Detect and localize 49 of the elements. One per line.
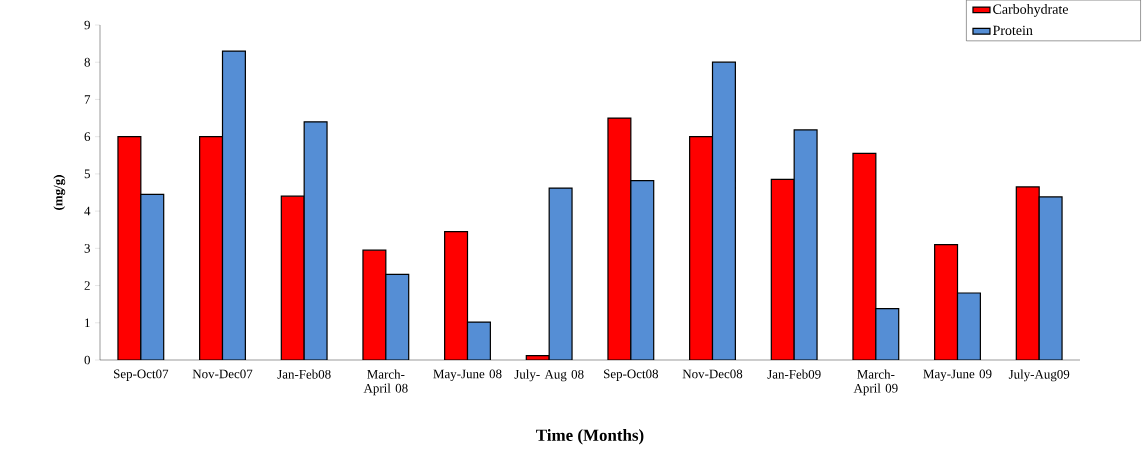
bar [303,121,328,360]
bar [385,273,410,360]
y-tick-label: 1 [85,318,90,328]
bar [689,136,714,360]
bar [117,136,142,360]
bar [221,50,246,360]
x-tick-label: Jan-Feb09 [767,369,821,379]
y-tick-label: 4 [84,206,91,216]
y-tick-label: 5 [84,169,90,179]
bar [630,179,655,360]
bar [280,195,305,360]
x-axis-title: Time (Months) [536,429,644,445]
bar [140,193,165,360]
bar [934,244,959,360]
bar [607,117,632,360]
x-tick-label: May-June 08 [433,369,502,381]
legend-label: Carbohydrate [993,4,1068,17]
y-tick-label: 3 [84,243,90,253]
bar [770,178,795,360]
x-tick-label: Jan-Feb08 [277,369,331,379]
bar [711,61,736,360]
x-tick-label: Sep-Oct07 [114,369,169,381]
bar [875,308,900,360]
legend-label: Protein [992,25,1033,36]
bar [199,136,224,360]
bar [1038,196,1063,360]
y-tick-label: 6 [84,132,91,142]
y-tick-label: 0 [84,355,90,365]
bar [1015,186,1040,360]
bar [956,292,981,360]
x-tick-label: July- Aug 08 [514,369,584,382]
y-tick-label: 9 [84,20,90,30]
y-axis-title: (mg/g) [53,175,66,210]
bar [362,249,387,360]
x-tick-label: Nov-Dec08 [682,369,743,379]
bar [548,187,573,360]
x-tick-label: March-April 08 [363,369,408,396]
x-tick-label: Nov-Dec07 [192,369,253,379]
x-tick-label: July-Aug09 [1008,369,1070,382]
x-tick-label: Sep-Oct08 [604,369,659,381]
x-tick-label: May-June 09 [923,369,992,381]
bar [466,321,491,360]
y-tick-label: 2 [84,281,90,290]
y-tick-label: 7 [84,95,91,104]
y-tick-label: 8 [84,57,90,67]
bar [793,129,818,360]
bar [444,230,469,360]
bar [852,152,877,360]
x-tick-label: March-April 09 [853,369,898,396]
